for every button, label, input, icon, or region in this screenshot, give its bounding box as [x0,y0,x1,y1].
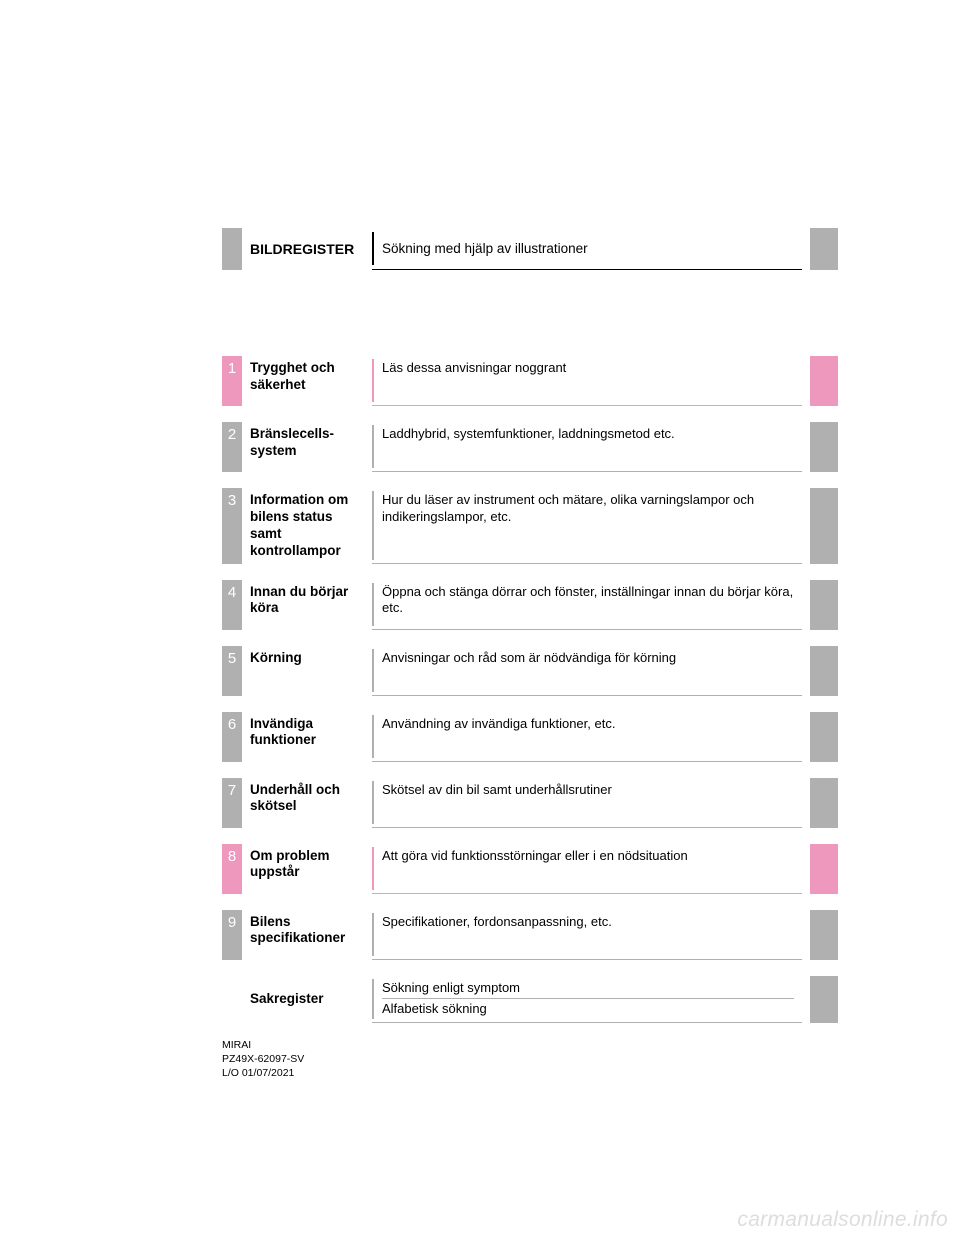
watermark: carmanualsonline.info [737,1208,948,1232]
section-description: Skötsel av din bil samt underhållsrutine… [372,778,802,828]
meta-line-1: MIRAI [222,1038,304,1052]
header-left-tab [222,228,242,270]
section-row-7[interactable]: 7 Underhåll och skötsel Skötsel av din b… [222,778,838,828]
section-number: 7 [222,778,242,828]
footer-meta: MIRAI PZ49X-62097-SV L/O 01/07/2021 [222,1038,304,1081]
meta-line-2: PZ49X-62097-SV [222,1052,304,1066]
index-line-1: Sökning enligt symptom [382,980,794,1000]
section-title: Invändiga funktioner [242,712,372,762]
section-tab [810,910,838,960]
section-tab [810,580,838,630]
section-row-2[interactable]: 2 Bränslecells-system Laddhybrid, system… [222,422,838,472]
section-tab [810,844,838,894]
section-tab [810,422,838,472]
section-number: 4 [222,580,242,630]
section-title: Trygghet och säkerhet [242,356,372,406]
section-row-6[interactable]: 6 Invändiga funktioner Användning av inv… [222,712,838,762]
section-number: 1 [222,356,242,406]
section-description: Hur du läser av instrument och mätare, o… [372,488,802,564]
section-number: 3 [222,488,242,564]
header-row: BILDREGISTER Sökning med hjälp av illust… [222,228,838,270]
index-title: Sakregister [242,976,372,1024]
section-row-4[interactable]: 4 Innan du börjar köra Öppna och stänga … [222,580,838,630]
section-tab [810,712,838,762]
index-line-2: Alfabetisk sökning [382,1001,794,1018]
index-tab [810,976,838,1024]
section-tab [810,356,838,406]
index-description: Sökning enligt symptom Alfabetisk söknin… [372,976,802,1024]
header-right-tab [810,228,838,270]
section-description: Specifikationer, fordonsanpassning, etc. [372,910,802,960]
section-title: Körning [242,646,372,696]
section-number: 5 [222,646,242,696]
section-number: 8 [222,844,242,894]
section-title: Bränslecells-system [242,422,372,472]
section-row-5[interactable]: 5 Körning Anvisningar och råd som är nöd… [222,646,838,696]
section-tab [810,488,838,564]
section-title: Underhåll och skötsel [242,778,372,828]
section-row-8[interactable]: 8 Om problem uppstår Att göra vid funkti… [222,844,838,894]
section-row-3[interactable]: 3 Information om bilens status samt kont… [222,488,838,564]
section-description: Användning av invändiga funktioner, etc. [372,712,802,762]
section-description: Läs dessa anvisningar noggrant [372,356,802,406]
section-number: 2 [222,422,242,472]
section-tab [810,646,838,696]
section-description: Laddhybrid, systemfunktioner, laddningsm… [372,422,802,472]
section-title: Information om bilens status samt kontro… [242,488,372,564]
meta-line-3: L/O 01/07/2021 [222,1066,304,1080]
page-content: BILDREGISTER Sökning med hjälp av illust… [0,0,960,1023]
section-description: Anvisningar och råd som är nödvändiga fö… [372,646,802,696]
index-number-empty [222,976,242,1024]
section-description: Att göra vid funktionsstörningar eller i… [372,844,802,894]
section-row-1[interactable]: 1 Trygghet och säkerhet Läs dessa anvisn… [222,356,838,406]
section-title: Bilens specifikationer [242,910,372,960]
section-tab [810,778,838,828]
header-title: BILDREGISTER [242,228,372,270]
section-description: Öppna och stänga dörrar och fönster, ins… [372,580,802,630]
section-title: Innan du börjar köra [242,580,372,630]
header-description: Sökning med hjälp av illustrationer [372,228,802,270]
section-number: 6 [222,712,242,762]
section-number: 9 [222,910,242,960]
index-row[interactable]: Sakregister Sökning enligt symptom Alfab… [222,976,838,1024]
section-title: Om problem uppstår [242,844,372,894]
section-row-9[interactable]: 9 Bilens specifikationer Specifikationer… [222,910,838,960]
